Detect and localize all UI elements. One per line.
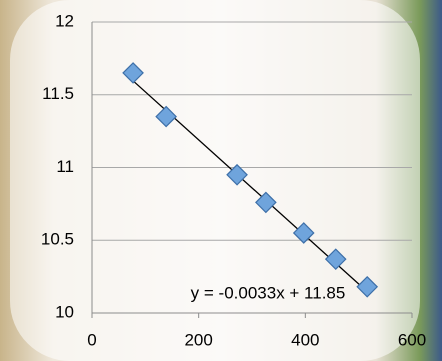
trendline-equation: y = -0.0033x + 11.85	[191, 284, 346, 303]
x-tick-label: 400	[291, 330, 319, 349]
x-tick-label: 200	[184, 330, 212, 349]
y-tick-label: 10.5	[41, 230, 74, 249]
y-tick-label: 11.5	[42, 84, 74, 103]
x-tick-label: 600	[398, 330, 426, 349]
y-tick-label: 10	[55, 302, 74, 321]
y-tick-label: 12	[55, 11, 74, 30]
y-tick-label: 11	[56, 157, 74, 176]
x-tick-label: 0	[87, 330, 96, 349]
chart: 10 10.5 11 11.5 12 0 200 400 600 y = -0.0033x + 1…	[0, 0, 442, 361]
page: {"chart_data": {"type": "scatter", "x": …	[0, 0, 442, 361]
